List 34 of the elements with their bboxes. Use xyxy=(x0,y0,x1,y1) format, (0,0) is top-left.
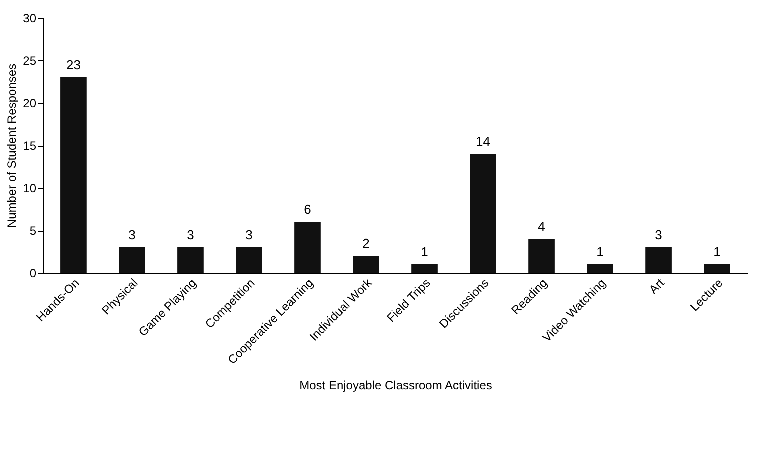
y-tick-label: 10 xyxy=(23,182,37,196)
bar xyxy=(353,256,380,273)
bar xyxy=(528,239,555,273)
bar xyxy=(294,222,321,273)
data-label: 2 xyxy=(362,236,370,251)
bar xyxy=(704,264,730,273)
data-label: 23 xyxy=(66,58,81,72)
bar xyxy=(236,248,262,273)
data-label: 3 xyxy=(655,228,662,242)
y-tick-label: 25 xyxy=(23,54,37,68)
data-label: 6 xyxy=(304,202,312,217)
y-tick-label: 30 xyxy=(23,12,37,26)
bar xyxy=(470,154,496,273)
bar xyxy=(60,78,87,273)
data-label: 1 xyxy=(421,244,428,260)
data-label: 14 xyxy=(476,134,490,149)
bar xyxy=(646,248,672,273)
y-tick-label: 5 xyxy=(30,224,37,238)
x-tick-label: Art xyxy=(646,276,668,297)
bar xyxy=(178,248,204,273)
data-label: 3 xyxy=(128,228,136,242)
data-label: 4 xyxy=(538,219,546,234)
bar xyxy=(587,264,614,273)
x-axis-title: Most Enjoyable Classroom Activities xyxy=(300,378,492,392)
y-tick-label: 15 xyxy=(23,139,37,153)
bar xyxy=(119,248,146,273)
y-tick-label: 0 xyxy=(30,266,37,280)
data-label: 1 xyxy=(714,244,721,260)
y-tick-label: 20 xyxy=(23,96,37,110)
data-label: 1 xyxy=(596,244,604,260)
data-label: 3 xyxy=(187,228,194,242)
y-axis-title: Number of Student Responses xyxy=(5,64,20,228)
bar xyxy=(412,264,438,273)
data-label: 3 xyxy=(246,228,253,242)
